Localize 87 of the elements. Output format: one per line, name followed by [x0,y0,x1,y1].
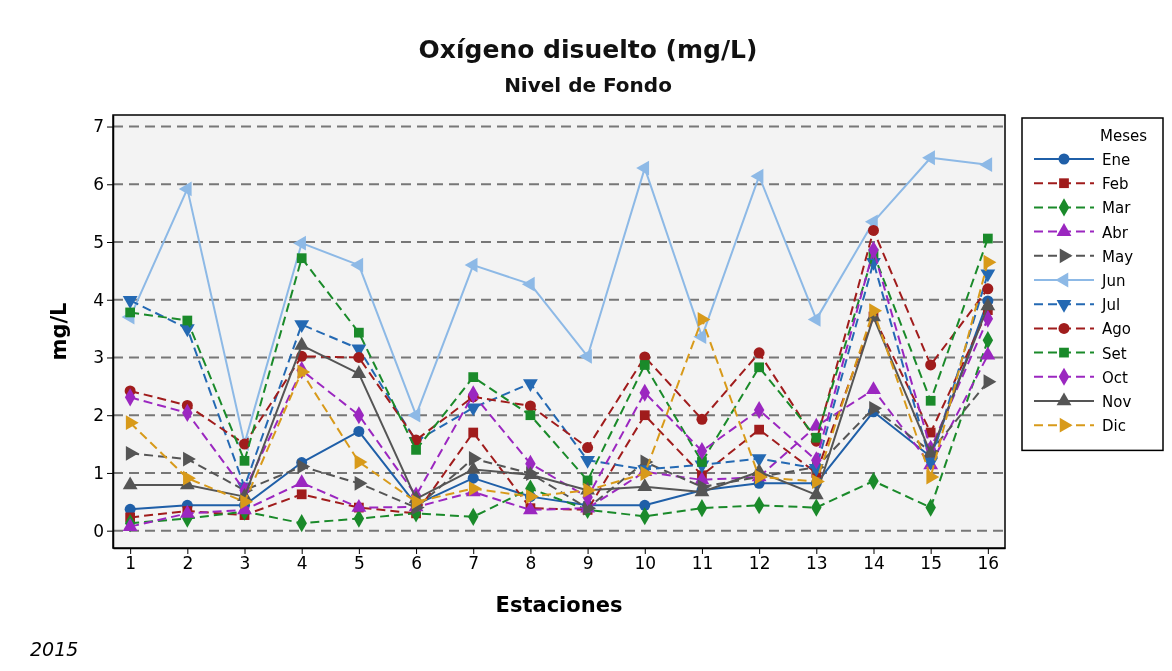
y-tick-label: 6 [93,174,104,195]
point [637,478,653,492]
point [294,474,310,488]
legend-label: Mar [1102,199,1132,218]
point [525,410,536,421]
point [296,253,307,264]
legend-title: Meses [1100,127,1148,145]
point [468,451,482,466]
point [239,455,250,466]
y-tick-label: 0 [93,520,104,541]
x-tick-label: 11 [691,553,714,574]
x-tick-label: 1 [125,553,137,574]
x-tick-label: 4 [296,553,308,574]
point [182,315,193,326]
legend-label: Nov [1102,393,1132,411]
x-tick-label: 2 [182,553,194,574]
x-tick-label: 15 [920,553,942,574]
legend-label: Abr [1102,223,1129,242]
point [982,233,993,244]
text: 2015 [30,638,79,660]
point [696,413,708,425]
x-tick-label: 5 [353,553,365,574]
x-tick-label: 9 [582,553,594,574]
y-tick-label: 1 [93,462,104,483]
point [354,454,368,470]
point [524,400,536,412]
x-tick-label: 16 [977,553,1000,574]
point [125,415,139,431]
legend-label: Jul [1101,296,1121,315]
point [979,157,993,173]
x-tick-label: 13 [805,553,828,574]
point [693,329,707,345]
x-tick-label: 6 [411,553,422,574]
point [753,347,765,359]
y-tick-label: 5 [93,231,104,252]
point [754,424,764,435]
point [468,372,479,382]
point [351,365,367,378]
point [639,410,650,421]
point [582,442,594,454]
legend-label: Ago [1102,320,1131,339]
chart-title: Oxígeno disuelto (mg/L) [418,35,758,64]
y-tick-label: 7 [93,116,104,137]
legend-label: Ene [1102,151,1131,169]
legend-label: Set [1102,344,1127,363]
point [411,444,421,455]
point [183,451,196,467]
point [811,432,822,443]
point [411,494,425,510]
x-tick-label: 8 [525,553,537,574]
point [639,360,650,370]
legend-label: Feb [1102,175,1129,194]
legend-label: Jun [1101,272,1126,290]
y-tick-label: 3 [93,347,104,368]
x-tick-label: 7 [468,553,480,574]
point [125,445,139,461]
point [468,427,479,438]
point [353,425,365,437]
point [866,381,881,395]
point [808,486,824,500]
x-tick-label: 14 [863,553,885,574]
point [296,489,307,500]
point [183,470,196,486]
point [354,327,364,338]
chart-subtitle: Nivel de Fondo [504,73,672,97]
point [925,395,936,406]
x-tick-label: 10 [634,553,657,574]
legend-label: Dic [1102,417,1126,436]
point [867,224,879,236]
point [639,499,651,511]
x-tick-label: 3 [239,553,251,574]
point [353,351,365,363]
legend-label: Oct [1102,368,1129,387]
point [982,283,994,295]
point [754,362,764,373]
y-axis-title: mg/L [47,302,71,361]
point [925,359,937,371]
point [636,160,650,176]
point [122,518,138,531]
y-tick-label: 4 [93,289,104,310]
point [122,476,138,490]
legend-label: May [1102,247,1134,266]
x-axis-title: Estaciones [495,593,623,617]
point [125,307,136,318]
y-tick-label: 2 [93,405,104,426]
x-tick-label: 12 [748,553,771,574]
point [354,475,368,491]
